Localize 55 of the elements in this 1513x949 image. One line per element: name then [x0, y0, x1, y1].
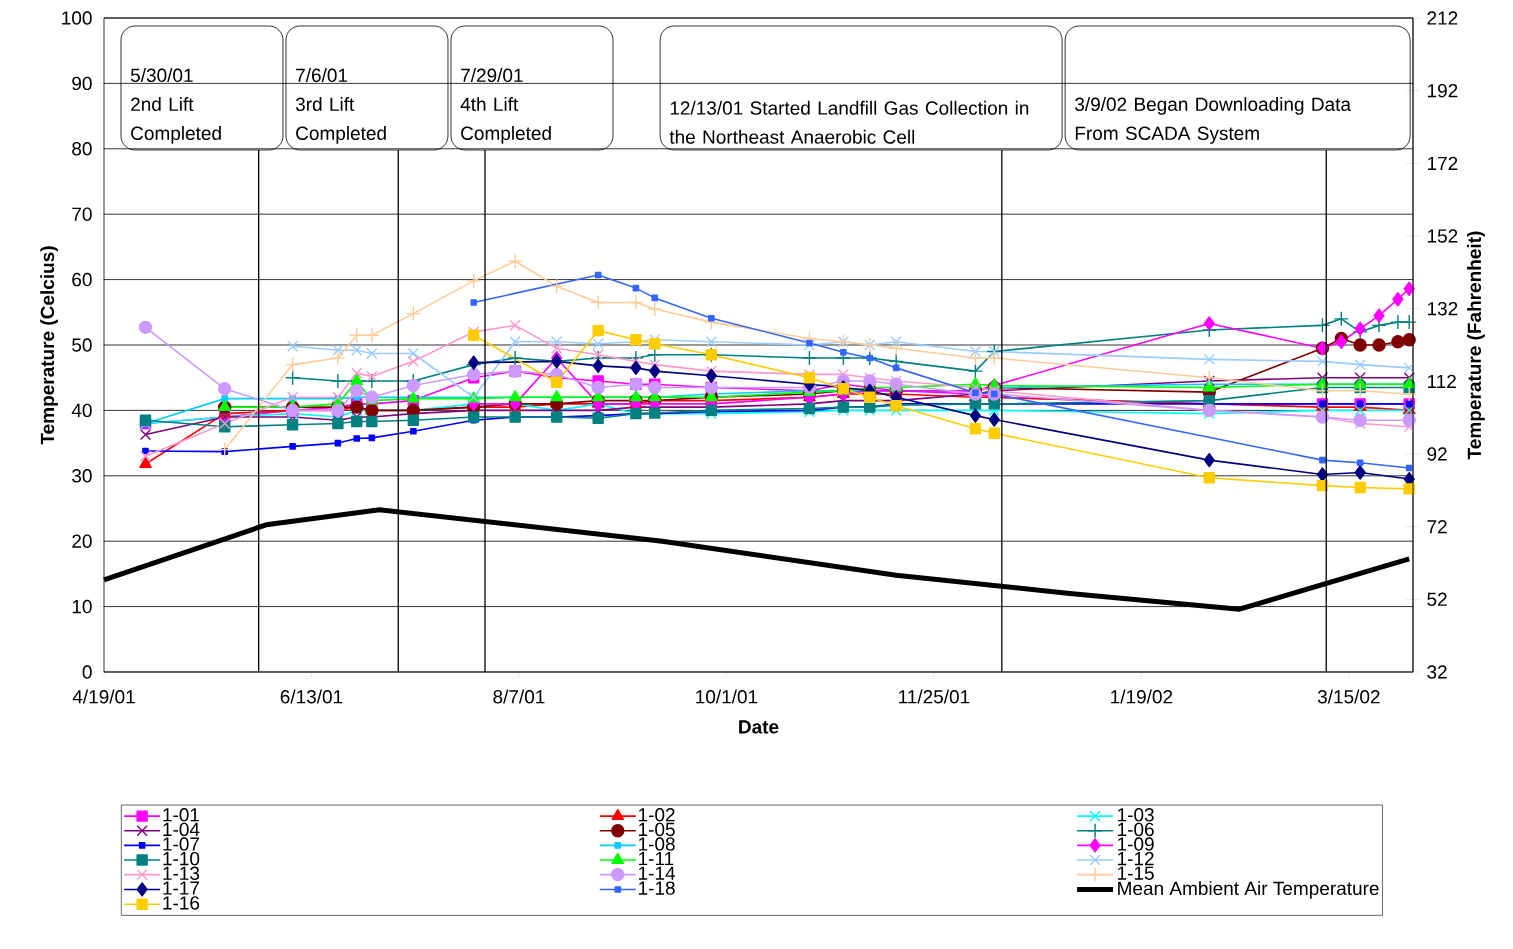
legend-label: 1-13 — [163, 866, 200, 880]
legend-label: 1-03 — [1118, 808, 1154, 822]
legend-label: 1-15 — [1118, 866, 1154, 880]
y-tick-label: 90 — [72, 76, 92, 91]
legend-label: 1-10 — [163, 851, 200, 866]
legend-label: 1-12 — [1118, 851, 1154, 866]
ref-line-label: 12/13/01 Started Landfill Gas Collection in the Northeast Anaerobic Cell — [669, 100, 1029, 144]
y-axis-title: Temperature (Celcius) — [40, 246, 58, 445]
y2-tick-label: 192 — [1427, 83, 1458, 98]
x-tick-label: 1/19/02 — [1111, 689, 1173, 704]
x-tick-label: 11/25/01 — [899, 689, 970, 704]
y-tick-label: 40 — [71, 403, 92, 418]
legend-label: 1-17 — [163, 881, 200, 895]
y-tick-label: 50 — [72, 338, 92, 352]
y-tick-label: 10 — [72, 599, 92, 614]
legend-label: 1-02 — [639, 808, 675, 822]
y-tick-label: 70 — [72, 207, 92, 221]
ref-line-label: 3/9/02 Began Downloading Data From SCADA System — [1075, 97, 1351, 144]
legend-label: 1-06 — [1118, 822, 1154, 837]
y2-tick-label: 152 — [1427, 229, 1458, 243]
legend-label: 1-16 — [163, 896, 200, 910]
y2-tick-label: 72 — [1427, 520, 1447, 534]
y2-tick-label: 112 — [1427, 374, 1456, 388]
y2-tick-label: 212 — [1427, 11, 1458, 25]
x-tick-label: 8/7/01 — [493, 689, 545, 704]
y2-tick-label: 32 — [1427, 665, 1447, 679]
legend-label: 1-08 — [639, 837, 675, 851]
y2-tick-label: 52 — [1427, 592, 1447, 607]
legend-label: Mean Ambient Air Temperature — [1118, 881, 1379, 899]
ref-line-label: 5/30/01 2nd Lift Completed — [130, 68, 221, 144]
y-tick-label: 0 — [82, 665, 92, 679]
legend-label: 1-11 — [639, 852, 674, 866]
y2-tick-label: 172 — [1427, 156, 1458, 170]
x-tick-label: 4/19/01 — [72, 689, 135, 704]
legend-label: 1-04 — [163, 822, 200, 837]
ref-line-label: 7/29/01 4th Lift Completed — [460, 68, 551, 144]
y2-tick-label: 132 — [1427, 301, 1458, 316]
legend-label: 1-07 — [163, 837, 200, 851]
legend-label: 1-01 — [163, 808, 200, 822]
legend-label: 1-05 — [639, 822, 675, 837]
y-tick-label: 60 — [72, 272, 92, 287]
y-tick-label: 30 — [72, 469, 92, 483]
y-tick-label: 20 — [72, 534, 92, 548]
y2-axis-title: Temperature (Fahrenheit) — [1467, 231, 1485, 460]
x-tick-label: 3/15/02 — [1317, 689, 1380, 704]
legend-label: 1-09 — [1118, 837, 1154, 851]
y-tick-label: 100 — [62, 11, 92, 25]
x-tick-label: 10/1/01 — [696, 689, 758, 704]
legend-label: 1-14 — [639, 866, 676, 880]
legend-label: 1-18 — [639, 881, 675, 895]
x-tick-label: 6/13/01 — [280, 689, 343, 704]
y-tick-label: 80 — [72, 142, 92, 156]
x-axis-title: Date — [739, 720, 779, 734]
y2-tick-label: 92 — [1427, 447, 1447, 461]
ref-line-label: 7/6/01 3rd Lift Completed — [295, 68, 386, 144]
